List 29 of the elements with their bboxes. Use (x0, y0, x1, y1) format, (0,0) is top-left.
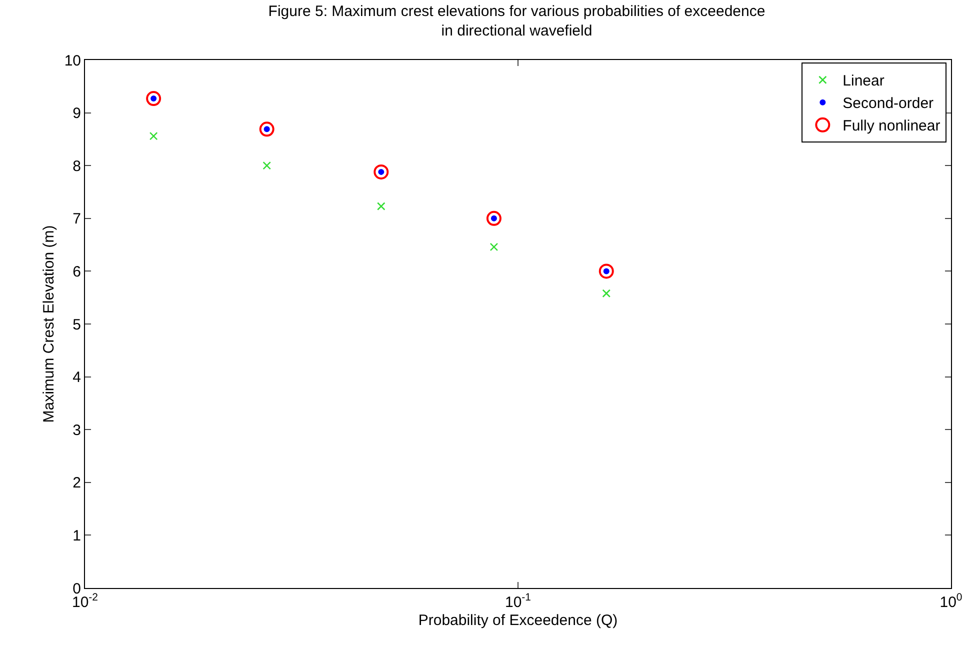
x-tick-label: 10$^{-1}$ (504, 592, 532, 611)
y-tick-label: 4 (72, 369, 81, 386)
point (146, 91, 162, 106)
y-tick-label: 10 (64, 52, 81, 70)
point (262, 161, 271, 170)
point (598, 264, 614, 279)
point (259, 122, 274, 137)
point (374, 164, 389, 180)
x-axis-title: Probability of Exceedence (Q) (418, 612, 618, 629)
point (486, 210, 502, 226)
point (149, 132, 158, 140)
legend-label: Fully nonlinear (842, 118, 940, 135)
y-tick-label: 9 (72, 105, 81, 122)
legend-label: Second-order (842, 95, 934, 112)
y-tick-label: 8 (72, 158, 81, 175)
y-tick-label: 5 (72, 316, 81, 334)
y-tick-label: 0 (72, 580, 81, 598)
y-tick-label: 1 (72, 527, 81, 544)
y-tick-label: 2 (72, 474, 81, 492)
point (377, 202, 386, 210)
point (490, 242, 498, 252)
y-axis-title: Maximum Crest Elevation (m) (40, 225, 58, 423)
y-tick-label: 6 (72, 263, 81, 280)
y-tick-label: 7 (72, 210, 81, 228)
y-tick-label: 3 (72, 422, 81, 439)
chart-title: Figure 5: Maximum crest elevations for various probabilities of exceedence in directional wavefield (268, 3, 766, 40)
legend-label: Linear (842, 72, 884, 90)
x-tick-label: 10$^{0}$ (940, 592, 962, 611)
point (602, 289, 611, 298)
